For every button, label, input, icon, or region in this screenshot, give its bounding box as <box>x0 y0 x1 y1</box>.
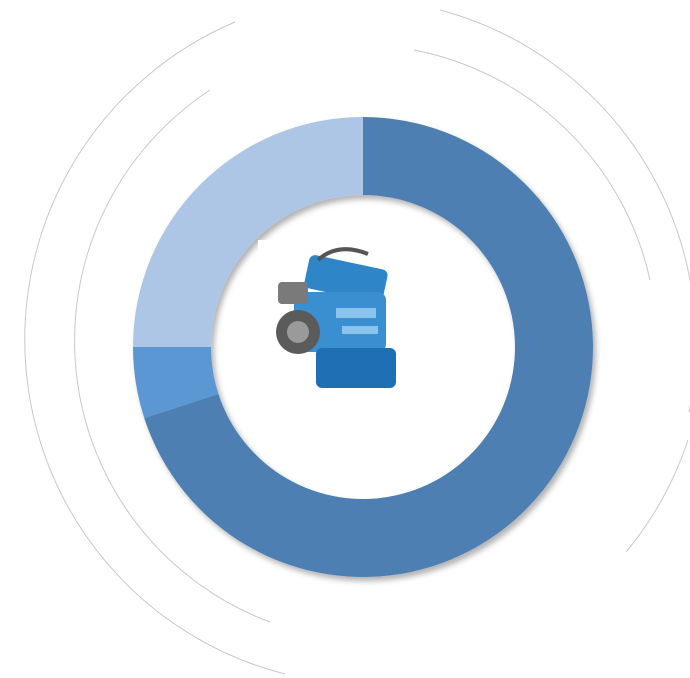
engine-part <box>316 348 396 388</box>
engine-image <box>258 240 408 400</box>
engine-part <box>278 282 308 304</box>
chart <box>0 0 690 678</box>
engine-part <box>342 326 378 334</box>
engine-part <box>287 321 309 343</box>
engine-part <box>336 308 376 318</box>
arc <box>626 440 688 552</box>
